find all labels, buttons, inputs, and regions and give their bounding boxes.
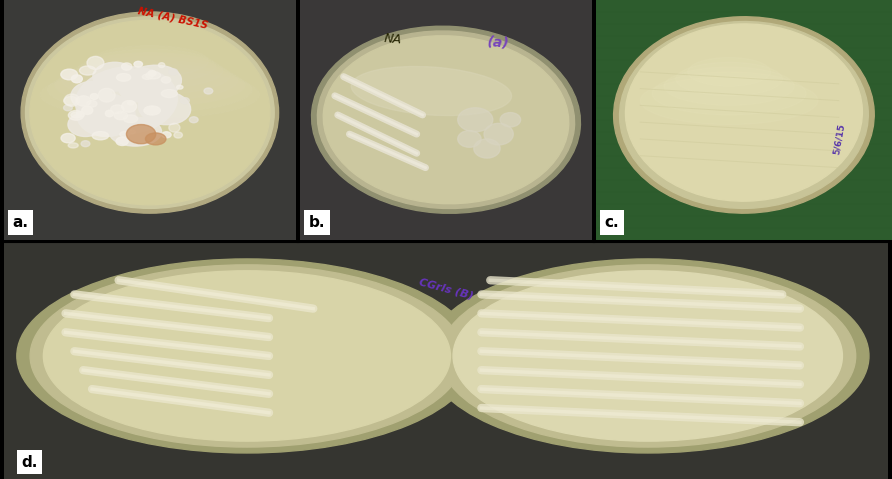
Text: CGrls (B): CGrls (B) <box>417 277 475 301</box>
Ellipse shape <box>87 57 103 69</box>
Ellipse shape <box>68 113 103 137</box>
Ellipse shape <box>127 125 156 144</box>
Ellipse shape <box>138 91 191 125</box>
Ellipse shape <box>93 62 136 91</box>
Ellipse shape <box>204 88 213 94</box>
Ellipse shape <box>76 67 178 135</box>
Ellipse shape <box>189 117 198 123</box>
Ellipse shape <box>161 77 170 83</box>
Ellipse shape <box>664 67 794 105</box>
Ellipse shape <box>121 101 136 112</box>
Ellipse shape <box>63 96 78 105</box>
Ellipse shape <box>21 12 278 213</box>
Ellipse shape <box>129 130 136 134</box>
Ellipse shape <box>30 265 464 447</box>
Text: NA: NA <box>384 32 403 46</box>
Ellipse shape <box>30 21 269 205</box>
Ellipse shape <box>640 77 818 125</box>
Ellipse shape <box>351 67 512 115</box>
Ellipse shape <box>98 88 115 102</box>
Ellipse shape <box>161 90 178 98</box>
Ellipse shape <box>123 115 137 123</box>
Ellipse shape <box>145 133 166 145</box>
Ellipse shape <box>458 131 481 148</box>
Ellipse shape <box>440 265 855 447</box>
Ellipse shape <box>484 124 513 145</box>
Text: 5/6/15: 5/6/15 <box>831 123 846 155</box>
Ellipse shape <box>159 63 165 68</box>
Ellipse shape <box>620 22 868 208</box>
Ellipse shape <box>109 117 161 146</box>
Ellipse shape <box>61 134 75 143</box>
Ellipse shape <box>652 72 806 115</box>
Ellipse shape <box>318 31 574 208</box>
Ellipse shape <box>458 108 492 132</box>
Text: a.: a. <box>12 215 29 230</box>
Ellipse shape <box>61 69 78 80</box>
Ellipse shape <box>142 74 153 80</box>
Ellipse shape <box>116 137 128 146</box>
Ellipse shape <box>90 93 98 100</box>
Text: NA (A) BS1S: NA (A) BS1S <box>137 6 210 31</box>
Ellipse shape <box>64 94 79 106</box>
Ellipse shape <box>117 74 131 81</box>
Ellipse shape <box>69 111 84 120</box>
Ellipse shape <box>120 131 129 137</box>
Ellipse shape <box>76 96 91 106</box>
Ellipse shape <box>177 85 183 89</box>
Ellipse shape <box>81 141 90 147</box>
Ellipse shape <box>82 106 93 114</box>
Ellipse shape <box>174 132 183 138</box>
Ellipse shape <box>128 101 135 105</box>
Ellipse shape <box>26 17 274 208</box>
Ellipse shape <box>87 101 97 107</box>
Text: (a): (a) <box>487 35 510 51</box>
Ellipse shape <box>453 271 842 441</box>
Text: b.: b. <box>309 215 325 230</box>
Ellipse shape <box>676 62 782 96</box>
Ellipse shape <box>145 72 161 79</box>
Ellipse shape <box>92 132 109 140</box>
Ellipse shape <box>180 98 189 103</box>
Ellipse shape <box>688 57 771 86</box>
Ellipse shape <box>134 61 143 67</box>
Ellipse shape <box>111 105 124 114</box>
Ellipse shape <box>79 66 96 75</box>
Ellipse shape <box>70 81 112 110</box>
Ellipse shape <box>63 105 72 111</box>
Ellipse shape <box>44 271 450 441</box>
Ellipse shape <box>169 123 180 132</box>
Ellipse shape <box>169 69 178 75</box>
Ellipse shape <box>144 106 161 115</box>
Ellipse shape <box>323 36 569 204</box>
Ellipse shape <box>625 24 863 201</box>
Ellipse shape <box>161 132 171 138</box>
Ellipse shape <box>114 112 128 120</box>
Ellipse shape <box>121 63 132 70</box>
Ellipse shape <box>119 65 181 103</box>
Text: d.: d. <box>21 455 37 469</box>
Text: c.: c. <box>605 215 619 230</box>
Ellipse shape <box>77 93 136 137</box>
Ellipse shape <box>311 26 581 213</box>
Ellipse shape <box>105 110 113 117</box>
Ellipse shape <box>17 259 477 453</box>
Ellipse shape <box>426 259 869 453</box>
Ellipse shape <box>614 17 874 213</box>
Ellipse shape <box>500 113 521 127</box>
Ellipse shape <box>70 112 82 118</box>
Ellipse shape <box>474 139 500 158</box>
Ellipse shape <box>71 75 82 83</box>
Ellipse shape <box>68 143 78 148</box>
Ellipse shape <box>76 112 85 117</box>
Ellipse shape <box>148 70 156 76</box>
